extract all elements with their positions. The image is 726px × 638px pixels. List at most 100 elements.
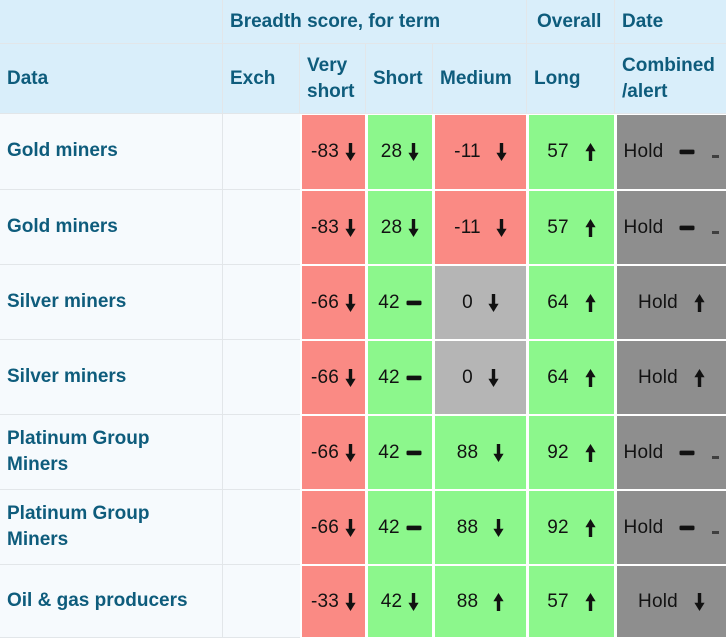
cell-value: 88	[456, 590, 479, 612]
combined-score-cell: Hold	[615, 340, 726, 415]
cell-content: -83	[302, 217, 365, 239]
row-label[interactable]: Gold miners	[7, 140, 118, 162]
cell-value: 57	[547, 141, 569, 162]
long-score-cell: 92	[527, 490, 615, 565]
minus-icon	[679, 143, 695, 161]
up-arrow-icon	[585, 293, 596, 312]
table-row: Silver miners -66 42 0 64 Hold	[0, 340, 726, 415]
row-exch-cell	[223, 490, 300, 565]
long-score-cell: 57	[527, 190, 615, 265]
cell-value: 42	[378, 291, 400, 313]
header-date-label: Date	[615, 0, 726, 44]
cell-content: 28	[368, 141, 432, 163]
cell-content: 57	[529, 217, 614, 239]
up-arrow-icon	[694, 368, 705, 387]
header-group-row: Breadth score, for term Overall Date	[0, 0, 726, 44]
cell-content: Hold	[617, 591, 726, 613]
minus-icon	[679, 219, 695, 237]
table-row: Silver miners -66 42 0 64 Hold	[0, 265, 726, 340]
column-header-long: Long	[527, 44, 615, 114]
cell-content: 88	[435, 517, 526, 539]
row-label[interactable]: Gold miners	[7, 215, 118, 237]
row-exch-cell	[223, 340, 300, 415]
cell-value: Hold	[638, 291, 678, 313]
very-short-score-cell: -83	[300, 114, 366, 190]
minus-icon	[406, 444, 422, 462]
very-short-score-cell: -66	[300, 340, 366, 415]
header-columns-row: Data Exch Very short Short Medium Long C…	[0, 44, 726, 114]
down-arrow-icon	[345, 218, 356, 237]
cell-content: 0	[435, 367, 526, 389]
very-short-score-cell: -66	[300, 265, 366, 340]
row-label[interactable]: Silver miners	[7, 365, 127, 387]
short-score-cell: 42	[366, 490, 433, 565]
cell-value: -66	[310, 291, 340, 313]
row-label[interactable]: Oil & gas producers	[7, 589, 188, 611]
minus-icon	[406, 519, 422, 537]
cell-content: Hold	[617, 367, 726, 389]
up-arrow-icon	[585, 592, 596, 611]
long-score-cell: 64	[527, 265, 615, 340]
cell-value: 64	[547, 291, 569, 313]
cell-content: 42	[368, 591, 432, 613]
down-arrow-icon	[408, 218, 419, 237]
medium-score-cell: 88	[433, 565, 527, 638]
cell-content: -83	[302, 141, 365, 163]
down-arrow-icon	[496, 218, 507, 237]
cell-value: 42	[380, 590, 403, 612]
table-row: Oil & gas producers -33 42 88 57 Hold	[0, 565, 726, 638]
cell-content: Hold	[617, 141, 726, 163]
short-score-cell: 42	[366, 265, 433, 340]
row-data-cell: Silver miners	[0, 340, 223, 415]
long-score-cell: 92	[527, 415, 615, 490]
cell-content: -11	[435, 141, 526, 163]
up-arrow-icon	[585, 143, 596, 161]
cell-content: 57	[529, 591, 614, 613]
up-arrow-icon	[585, 518, 596, 537]
row-label[interactable]: Platinum Group Miners	[7, 427, 150, 475]
cell-value: -66	[310, 516, 340, 538]
row-label[interactable]: Platinum Group Miners	[7, 502, 150, 550]
up-arrow-icon	[585, 218, 596, 237]
minus-icon	[679, 444, 695, 462]
combined-score-cell: Hold	[615, 565, 726, 638]
header-empty-cell	[0, 0, 223, 44]
table-row: Platinum Group Miners -66 42 88 92 Hold	[0, 490, 726, 565]
cell-content: 88	[435, 442, 526, 464]
column-header-medium: Medium	[433, 44, 527, 114]
short-score-cell: 42	[366, 415, 433, 490]
down-arrow-icon	[345, 293, 356, 312]
very-short-score-cell: -83	[300, 190, 366, 265]
cell-value: 92	[547, 441, 569, 463]
cell-value: -11	[454, 141, 481, 162]
cell-content: -11	[435, 217, 526, 239]
cell-value: 0	[462, 366, 473, 388]
cell-content: -33	[302, 591, 365, 613]
down-arrow-icon	[345, 518, 356, 537]
cell-value: -83	[310, 216, 340, 238]
down-arrow-icon	[493, 518, 504, 537]
down-arrow-icon	[694, 592, 705, 611]
medium-score-cell: 88	[433, 490, 527, 565]
cell-content: -66	[302, 367, 365, 389]
very-short-score-cell: -33	[300, 565, 366, 638]
cell-value: Hold	[638, 590, 678, 612]
cell-value: 57	[547, 216, 569, 238]
medium-score-cell: 0	[433, 340, 527, 415]
cell-content: 64	[529, 292, 614, 314]
header-breadth-group-label: Breadth score, for term	[223, 0, 527, 44]
header-overall-label: Overall	[527, 0, 615, 44]
table-body: Gold miners -83 28 -11 57 Hold Gold miners -83 2…	[0, 114, 726, 638]
down-arrow-icon	[408, 143, 419, 161]
row-exch-cell	[223, 114, 300, 190]
row-label[interactable]: Silver miners	[7, 290, 127, 312]
cell-value: 88	[456, 516, 479, 538]
combined-score-cell: Hold	[615, 490, 726, 565]
down-arrow-icon	[345, 592, 356, 611]
cell-content: 64	[529, 367, 614, 389]
down-arrow-icon	[488, 293, 499, 312]
row-data-cell: Platinum Group Miners	[0, 490, 223, 565]
cell-value: 28	[380, 216, 403, 238]
long-score-cell: 57	[527, 114, 615, 190]
